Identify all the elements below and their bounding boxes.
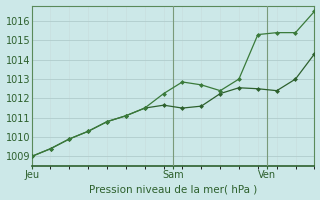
X-axis label: Pression niveau de la mer( hPa ): Pression niveau de la mer( hPa ) (89, 184, 257, 194)
